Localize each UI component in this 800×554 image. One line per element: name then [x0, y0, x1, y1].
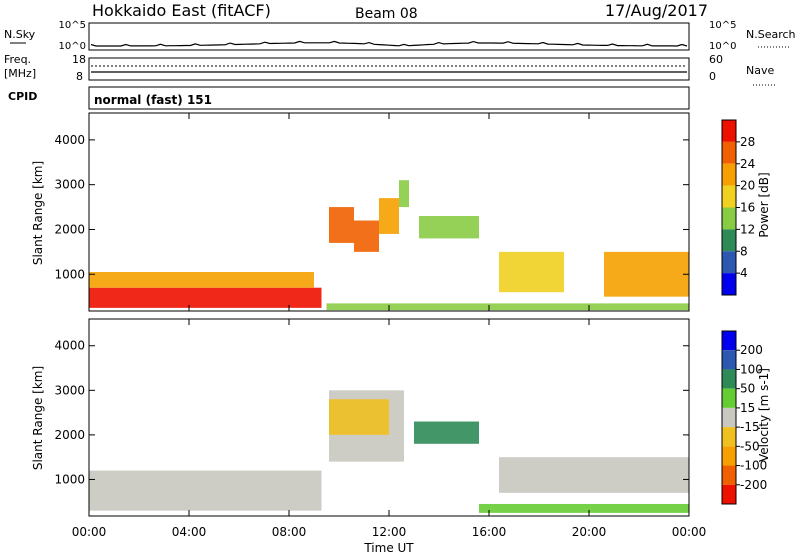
- x-tick-label: 12:00: [372, 525, 407, 539]
- noise-sky-trace: [90, 40, 688, 47]
- data-region: [419, 216, 479, 239]
- colorbar-swatch: [722, 427, 736, 447]
- colorbar-swatch: [722, 446, 736, 466]
- colorbar-tick-label: 20: [740, 179, 755, 193]
- colorbar-swatch: [722, 229, 736, 252]
- data-region: [379, 198, 399, 234]
- power-colorbar: 4 8 12 16 20 24 28: [721, 119, 755, 296]
- data-region: [499, 251, 564, 293]
- colorbar-swatch: [722, 251, 736, 274]
- y-tick-label: 4000: [54, 133, 85, 147]
- colorbar-swatch: [722, 120, 736, 142]
- colorbar-swatch: [722, 331, 736, 351]
- cpid-panel: CPID normal (fast) 151: [8, 86, 690, 110]
- colorbar-swatch: [722, 273, 736, 295]
- noise-right-tick-bottom: 10^0: [709, 41, 736, 52]
- data-region: [329, 207, 354, 243]
- x-tick-labels: 00:00 04:00 08:00 12:00 16:00 20:00 00:00: [72, 525, 707, 539]
- y-tick-label: 2000: [54, 428, 85, 442]
- station-title: Hokkaido East (fitACF): [92, 1, 271, 20]
- velocity-colorbar-label: Velocity [m s-1]: [757, 368, 771, 462]
- nave-label: Nave: [746, 64, 774, 77]
- noise-right-tick-top: 10^5: [709, 20, 736, 31]
- noise-panel: N.Sky 10^5 10^0 10^5 10^0 N.Search: [4, 20, 796, 52]
- data-region: [329, 399, 389, 435]
- noise-left-tick-bottom: 10^0: [59, 41, 86, 52]
- noise-sky-label: N.Sky: [4, 28, 36, 41]
- x-tick-label: 20:00: [572, 525, 607, 539]
- data-region: [604, 251, 689, 297]
- noise-left-tick-top: 10^5: [59, 20, 86, 31]
- noise-search-label: N.Search: [746, 28, 796, 41]
- x-axis-label: Time UT: [363, 541, 414, 554]
- beam-label: Beam 08: [355, 6, 418, 22]
- power-colorbar-label: Power [dB]: [757, 172, 771, 237]
- power-panel: 1000 2000 3000 4000: [54, 112, 690, 312]
- freq-label: Freq.: [4, 53, 31, 66]
- data-region: [399, 180, 409, 208]
- x-tick-label: 00:00: [72, 525, 107, 539]
- colorbar-tick-label: -15: [740, 420, 760, 434]
- x-tick-label: 04:00: [172, 525, 207, 539]
- power-ylabel: Slant Range [km]: [31, 161, 45, 265]
- colorbar-swatch: [722, 484, 736, 504]
- freq-tick-bottom: 8: [76, 70, 83, 83]
- data-region: [89, 287, 322, 308]
- colorbar-swatch: [722, 388, 736, 408]
- colorbar-tick-label: -200: [740, 478, 767, 492]
- colorbar-tick-label: 24: [740, 157, 755, 171]
- colorbar-tick-label: 100: [740, 362, 763, 376]
- colorbar-swatch: [722, 163, 736, 186]
- data-region: [89, 272, 314, 288]
- colorbar-swatch: [722, 185, 736, 208]
- x-tick-label: 16:00: [472, 525, 507, 539]
- nave-tick-top: 60: [709, 53, 723, 66]
- colorbar-tick-label: 12: [740, 222, 755, 236]
- colorbar-tick-label: 16: [740, 201, 755, 215]
- cpid-value: normal (fast) 151: [94, 93, 212, 107]
- y-tick-label: 3000: [54, 178, 85, 192]
- colorbar-tick-label: -100: [740, 459, 767, 473]
- y-tick-label: 3000: [54, 383, 85, 397]
- colorbar-tick-label: 28: [740, 135, 755, 149]
- colorbar-swatch: [722, 350, 736, 370]
- y-tick-label: 1000: [54, 472, 85, 486]
- x-tick-label: 08:00: [272, 525, 307, 539]
- data-region: [499, 457, 689, 493]
- colorbar-frame: [721, 330, 737, 505]
- data-region: [479, 503, 689, 513]
- colorbar-tick-label: -50: [740, 439, 760, 453]
- y-tick-label: 2000: [54, 222, 85, 236]
- colorbar-tick-label: 50: [740, 382, 755, 396]
- freq-panel: Freq. [MHz] 18 8 60 0 Nave: [4, 53, 775, 86]
- colorbar-tick-label: 200: [740, 343, 763, 357]
- data-region: [354, 220, 379, 252]
- y-tick-label: 4000: [54, 339, 85, 353]
- nave-tick-bottom: 0: [709, 70, 716, 83]
- freq-unit-label: [MHz]: [4, 67, 36, 80]
- colorbar-tick-label: 15: [740, 401, 755, 415]
- colorbar-swatch: [722, 407, 736, 428]
- colorbar-swatch: [722, 465, 736, 485]
- colorbar-tick-label: 4: [740, 266, 748, 280]
- colorbar-tick-label: 8: [740, 244, 748, 258]
- velocity-panel: 1000 2000 3000 4000: [54, 318, 690, 517]
- data-region: [414, 421, 479, 444]
- velocity-ylabel: Slant Range [km]: [31, 366, 45, 470]
- freq-tick-top: 18: [72, 53, 86, 66]
- data-region: [89, 470, 322, 511]
- x-tick-label: 00:00: [672, 525, 707, 539]
- y-tick-label: 1000: [54, 267, 85, 281]
- date-label: 17/Aug/2017: [605, 1, 708, 20]
- cpid-label: CPID: [8, 90, 37, 103]
- colorbar-swatch: [722, 369, 736, 389]
- colorbar-swatch: [722, 207, 736, 230]
- data-region: [326, 303, 689, 311]
- colorbar-swatch: [722, 141, 736, 164]
- velocity-colorbar: 200 100 50 15 -15 -50 -100 -200: [721, 330, 767, 505]
